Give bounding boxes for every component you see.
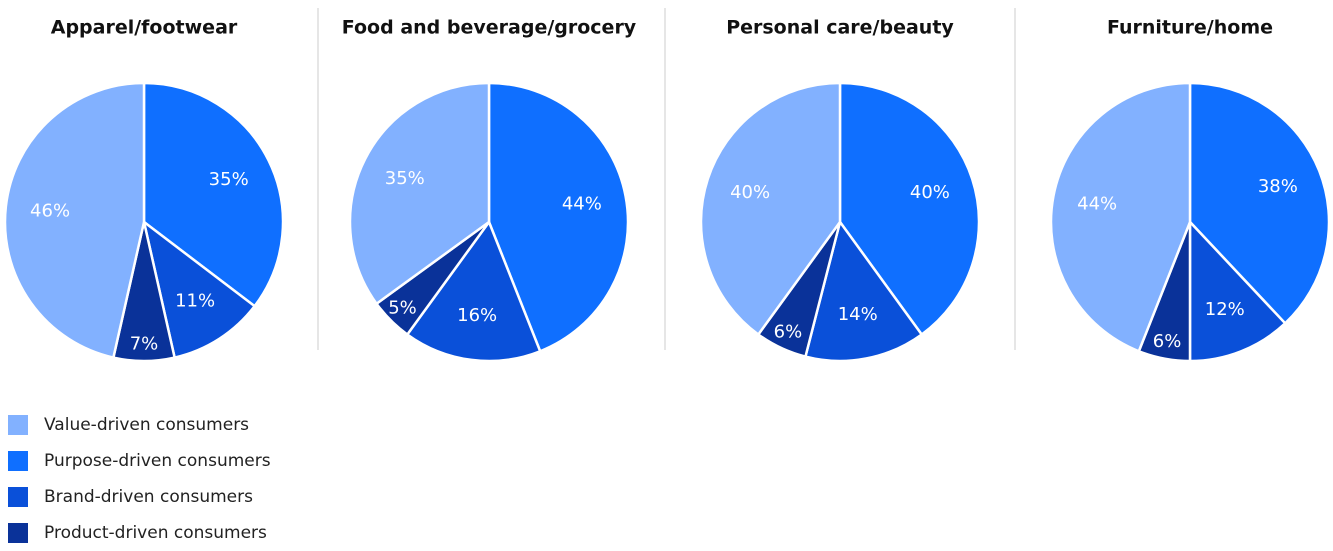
slice-label: 38% bbox=[1258, 176, 1298, 197]
pie-slice bbox=[142, 218, 257, 360]
slice-label: 40% bbox=[730, 182, 770, 203]
legend-swatch bbox=[8, 451, 28, 471]
slice-label: 14% bbox=[838, 304, 878, 325]
slice-label: 11% bbox=[175, 291, 215, 312]
slice-label: 44% bbox=[1077, 193, 1117, 214]
legend-swatch bbox=[8, 523, 28, 543]
slice-label: 16% bbox=[457, 305, 497, 326]
legend-label: Value-driven consumers bbox=[44, 415, 249, 435]
slice-label: 44% bbox=[562, 193, 602, 214]
slice-label: 46% bbox=[30, 201, 70, 222]
pie-slice bbox=[1188, 81, 1331, 326]
legend-swatch bbox=[8, 415, 28, 435]
legend-label: Brand-driven consumers bbox=[44, 487, 253, 507]
chart-title: Furniture/home bbox=[1107, 17, 1273, 39]
pie-slice bbox=[487, 81, 630, 353]
pie-slice bbox=[405, 219, 542, 363]
slice-label: 6% bbox=[1153, 331, 1182, 352]
pie-slice bbox=[838, 81, 981, 337]
slice-label: 7% bbox=[130, 333, 159, 354]
chart-title: Personal care/beauty bbox=[726, 17, 954, 39]
chart-title: Apparel/footwear bbox=[51, 17, 238, 39]
slice-label: 6% bbox=[774, 322, 803, 343]
pie-slice bbox=[1188, 218, 1287, 363]
chart-title: Food and beverage/grocery bbox=[342, 17, 637, 39]
slice-label: 35% bbox=[385, 168, 425, 189]
pie-slice bbox=[348, 81, 491, 306]
pie-slice bbox=[699, 81, 842, 337]
slice-label: 12% bbox=[1205, 299, 1245, 320]
pie-slice bbox=[142, 81, 285, 308]
legend-swatch bbox=[8, 487, 28, 507]
slice-label: 35% bbox=[209, 169, 249, 190]
legend-label: Product-driven consumers bbox=[44, 523, 267, 543]
legend-label: Purpose-driven consumers bbox=[44, 451, 271, 471]
slice-label: 40% bbox=[910, 182, 950, 203]
pie-slice bbox=[1049, 81, 1192, 353]
pie-slice bbox=[803, 219, 924, 363]
slice-label: 5% bbox=[388, 297, 417, 318]
pie-slice bbox=[3, 81, 146, 360]
